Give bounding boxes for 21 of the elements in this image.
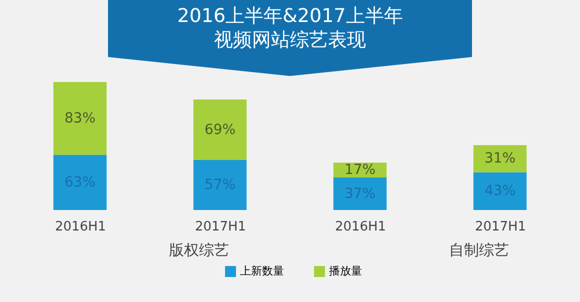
bar <box>193 100 247 160</box>
chart-subtitle: 视频网站综艺表现 <box>213 28 367 52</box>
data-label: 17% <box>344 162 376 178</box>
data-label: 31% <box>484 150 516 167</box>
bar <box>193 160 247 210</box>
data-label: 83% <box>64 110 96 126</box>
text: 版权综艺 <box>169 241 229 259</box>
x-tick-label: 2016H1 <box>334 220 386 234</box>
bar <box>53 82 107 155</box>
bar <box>53 154 107 210</box>
x-tick-label: 2017H1 <box>194 220 246 234</box>
bar <box>473 172 527 210</box>
legend-label: 播放量 <box>329 264 362 278</box>
legend-label: 上新数量 <box>240 264 284 278</box>
x-tick-label: 2016H1 <box>54 220 106 234</box>
bar <box>473 145 527 172</box>
data-label: 69% <box>204 122 236 138</box>
bar <box>333 178 387 210</box>
chart-title: 2016上半年&2017上半年 <box>176 4 404 28</box>
text: 自制综艺 <box>449 241 509 259</box>
x-tick-label: 2017H1 <box>474 220 526 234</box>
